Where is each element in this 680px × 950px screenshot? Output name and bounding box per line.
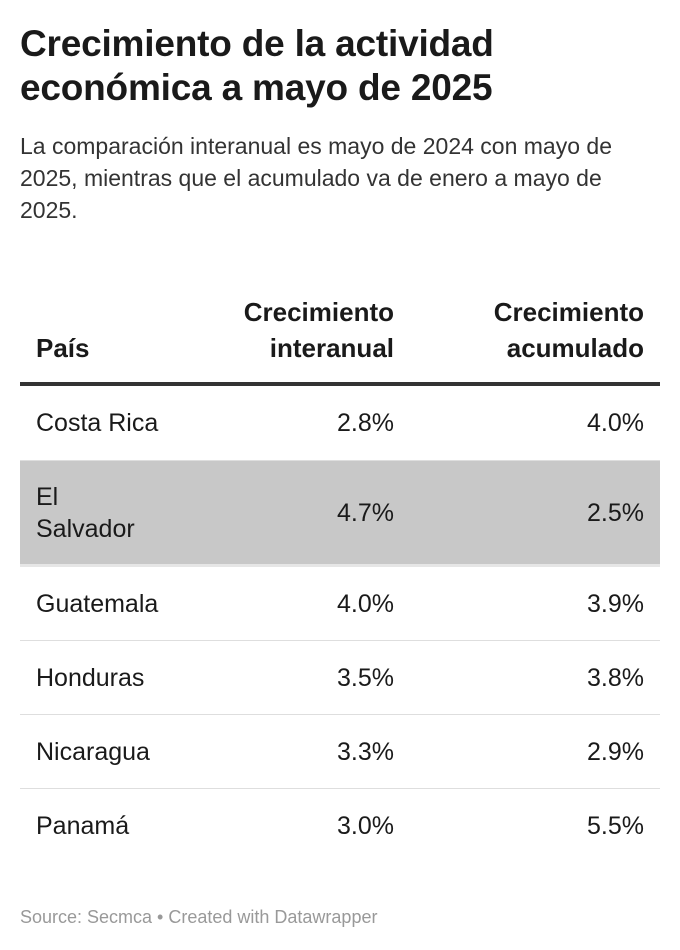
table-row: Honduras 3.5% 3.8% xyxy=(20,640,660,715)
header-acc-line1: Crecimiento xyxy=(493,297,644,327)
cell-country: Panamá xyxy=(36,811,130,840)
data-table: País Crecimiento interanual Crecimiento … xyxy=(20,290,660,862)
header-acc-line2: acumulado xyxy=(506,333,644,363)
table-header: País Crecimiento interanual Crecimiento … xyxy=(20,290,660,386)
cell-country-text: El Salvador xyxy=(36,482,135,543)
cell-acc: 2.5% xyxy=(410,460,660,567)
table-row-highlighted: El Salvador 4.7% 2.5% xyxy=(20,460,660,567)
cell-yoy: 4.0% xyxy=(205,565,410,641)
header-yoy-line2: interanual xyxy=(269,333,394,363)
cell-country: Guatemala xyxy=(20,565,205,641)
cell-acc: 3.9% xyxy=(410,565,660,641)
table-row: Guatemala 4.0% 3.9% xyxy=(20,565,660,641)
cell-yoy: 3.5% xyxy=(205,640,410,715)
table-body: Costa Rica 2.8% 4.0% El Salvador 4.7% 2.… xyxy=(20,384,660,862)
cell-acc: 3.8% xyxy=(410,640,660,715)
table-row: Costa Rica 2.8% 4.0% xyxy=(20,384,660,461)
cell-country: Honduras xyxy=(20,640,205,715)
table-row: Panamá 3.0% 5.5% xyxy=(20,789,660,863)
cell-yoy: 4.7% xyxy=(205,460,410,567)
cell-country: Costa Rica xyxy=(20,384,205,461)
header-acc: Crecimiento acumulado xyxy=(410,290,660,386)
chart-subtitle: La comparación interanual es mayo de 202… xyxy=(20,133,612,223)
cell-yoy: 2.8% xyxy=(205,384,410,461)
cell-country: El Salvador xyxy=(20,460,205,567)
source-footer: Source: Secmca • Created with Datawrappe… xyxy=(20,907,378,927)
cell-country: Nicaragua xyxy=(20,714,205,789)
table-row: Nicaragua 3.3% 2.9% xyxy=(20,714,660,789)
cell-acc: 5.5% xyxy=(587,811,644,840)
header-country: País xyxy=(20,290,205,386)
cell-acc: 2.9% xyxy=(410,714,660,789)
header-row: País Crecimiento interanual Crecimiento … xyxy=(20,290,660,386)
header-country-label: País xyxy=(36,333,90,363)
chart-container: Crecimiento de la actividad económica a … xyxy=(20,0,660,840)
header-yoy-line1: Crecimiento xyxy=(243,297,394,327)
cell-yoy: 3.3% xyxy=(205,714,410,789)
chart-title: Crecimiento de la actividad económica a … xyxy=(20,23,494,108)
header-yoy: Crecimiento interanual xyxy=(205,290,410,386)
cell-acc: 4.0% xyxy=(410,384,660,461)
cell-yoy: 3.0% xyxy=(337,811,394,840)
